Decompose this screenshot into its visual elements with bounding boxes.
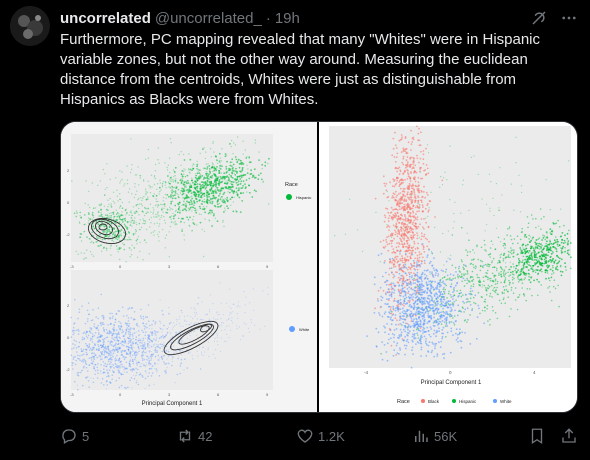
views-count: 56K xyxy=(434,428,458,444)
tweet-header: uncorrelated @uncorrelated_ · 19h xyxy=(60,8,578,28)
reply-count: 5 xyxy=(82,428,90,444)
views-icon xyxy=(412,427,430,445)
y-tick: 2 xyxy=(67,168,70,173)
x-tick: 6 xyxy=(217,264,220,269)
legend-label-white: White xyxy=(500,399,512,404)
display-name[interactable]: uncorrelated xyxy=(60,9,151,27)
more-icon[interactable] xyxy=(560,9,578,27)
bookmark-icon xyxy=(528,427,546,445)
x-tick: 3 xyxy=(168,264,171,269)
x-tick: 0 xyxy=(119,392,122,397)
scatter-white xyxy=(70,282,269,391)
reply-icon xyxy=(60,427,78,445)
x-tick: 0 xyxy=(449,370,452,375)
legend-dot-hispanic xyxy=(286,194,292,200)
bookmark-button[interactable] xyxy=(528,426,546,446)
y-tick: 0 xyxy=(67,200,70,205)
tweet-media[interactable]: 2 0 -2 -3 0 3 6 9 2 0 -2 -3 0 3 6 9 Race… xyxy=(60,121,578,413)
x-tick: 9 xyxy=(266,392,269,397)
tweet-text-line: Hispanics as Blacks were from Whites. xyxy=(60,91,319,108)
plot-area-combined xyxy=(329,126,571,368)
x-tick: -3 xyxy=(70,392,74,397)
x-tick: 4 xyxy=(533,370,536,375)
user-handle[interactable]: @uncorrelated_ xyxy=(154,9,262,27)
legend-title: Race xyxy=(285,182,298,188)
timestamp[interactable]: 19h xyxy=(274,9,300,27)
retweet-button[interactable]: 42 xyxy=(176,426,212,446)
avatar-image xyxy=(10,6,50,46)
image-divider xyxy=(317,122,319,412)
legend-title: Race xyxy=(397,399,410,405)
tweet-text-line: variable zones, but not the other way ar… xyxy=(60,51,528,68)
legend-label-white: White xyxy=(299,327,310,332)
separator-dot: · xyxy=(265,9,271,27)
action-bar: 5 42 1.2K 56K xyxy=(60,426,580,446)
x-tick: 3 xyxy=(168,392,171,397)
plot-area-white xyxy=(71,270,273,390)
tweet-text-line: distance from the centroids, Whites were… xyxy=(60,71,517,88)
x-tick: -4 xyxy=(364,370,368,375)
density-contours-top xyxy=(87,217,127,245)
x-axis-label: Principal Component 1 xyxy=(142,401,203,407)
density-contours-bottom xyxy=(163,320,219,356)
tweet-text: Furthermore, PC mapping revealed that ma… xyxy=(60,30,580,110)
pca-figure: 2 0 -2 -3 0 3 6 9 2 0 -2 -3 0 3 6 9 Race… xyxy=(61,122,577,412)
x-tick: 0 xyxy=(119,264,122,269)
x-tick: -3 xyxy=(70,264,74,269)
scatter-hispanic xyxy=(71,136,270,263)
x-axis-label: Principal Component 1 xyxy=(421,380,482,386)
legend-label-hispanic: Hispanic xyxy=(459,399,477,404)
like-count: 1.2K xyxy=(318,428,345,444)
reply-button[interactable]: 5 xyxy=(60,426,89,446)
legend-dot-white xyxy=(289,326,295,332)
grok-icon[interactable] xyxy=(530,9,548,27)
share-icon xyxy=(560,427,578,445)
y-tick: -2 xyxy=(66,367,70,372)
tweet-text-line: Furthermore, PC mapping revealed that ma… xyxy=(60,31,541,48)
legend-dot-black xyxy=(421,399,425,403)
retweet-icon xyxy=(176,427,194,445)
legend-label-black: Black xyxy=(428,399,440,404)
legend-dot-white xyxy=(493,399,497,403)
x-tick: 9 xyxy=(266,264,269,269)
like-button[interactable]: 1.2K xyxy=(296,426,345,446)
x-tick: 6 xyxy=(217,392,220,397)
views-button[interactable]: 56K xyxy=(412,426,457,446)
scatter-combined xyxy=(334,125,572,369)
share-button[interactable] xyxy=(560,426,578,446)
retweet-count: 42 xyxy=(198,428,213,444)
y-tick: 2 xyxy=(67,303,70,308)
legend-label-hispanic: Hispanic xyxy=(296,195,311,200)
legend-dot-hispanic xyxy=(452,399,456,403)
avatar[interactable] xyxy=(10,6,50,46)
y-tick: 0 xyxy=(67,335,70,340)
like-icon xyxy=(296,427,314,445)
y-tick: -2 xyxy=(66,232,70,237)
